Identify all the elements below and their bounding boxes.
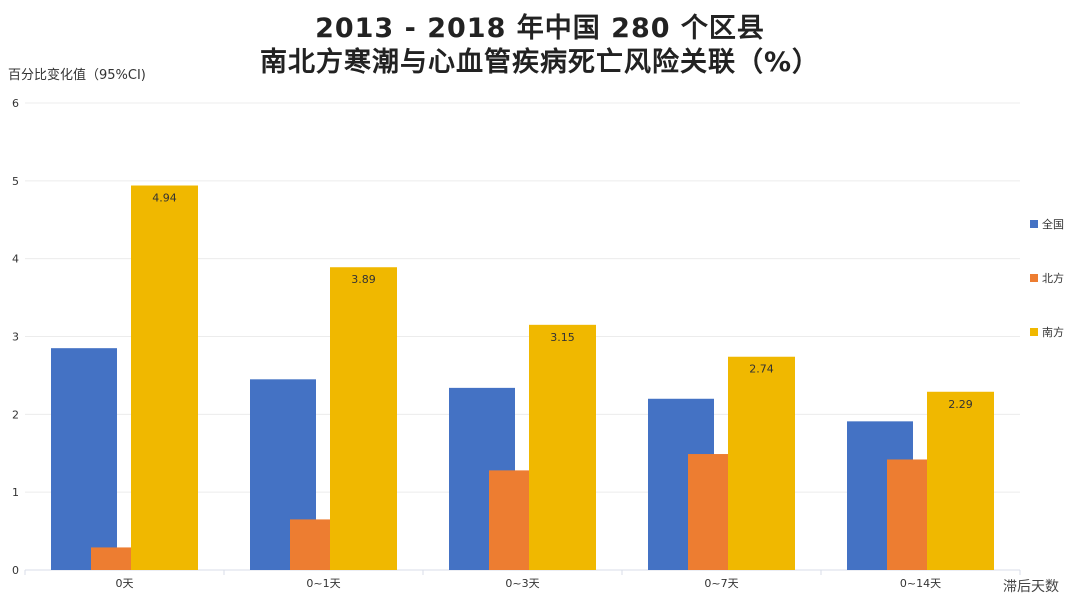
data-label: 3.89 [351,273,376,286]
y-tick-label: 4 [12,253,19,266]
data-label: 4.94 [152,192,177,205]
bar-北方-0天 [91,547,131,570]
legend-label: 南方 [1042,326,1064,339]
y-tick-label: 6 [12,97,19,110]
bar-全国-0天 [51,348,117,570]
y-tick-label: 1 [12,486,19,499]
data-label: 2.29 [948,398,973,411]
x-tick-label: 0~1天 [306,577,340,590]
bar-南方-0~1天 [330,267,397,570]
y-tick-label: 2 [12,408,19,421]
bar-北方-0~14天 [887,459,927,570]
legend-swatch [1030,274,1038,282]
y-axis-label: 百分比变化值（95%CI) [8,68,146,83]
legend-label: 北方 [1042,272,1064,285]
chart-title-line2: 南北方寒潮与心血管疾病死亡风险关联（%） [259,47,821,78]
data-label: 2.74 [749,363,774,376]
x-tick-label: 0天 [116,577,134,590]
bar-北方-0~1天 [290,519,330,570]
x-axis-label: 滞后天数 [1003,579,1059,595]
bar-南方-0~7天 [728,356,795,570]
chart-title-line1: 2013 - 2018 年中国 280 个区县 [315,13,765,44]
y-tick-label: 3 [12,331,19,344]
bar-北方-0~3天 [489,470,529,570]
bar-北方-0~7天 [688,454,728,570]
y-tick-label: 0 [12,564,19,577]
x-tick-label: 0~3天 [505,577,539,590]
x-tick-label: 0~7天 [704,577,738,590]
data-label: 3.15 [550,331,575,344]
x-tick-label: 0~14天 [900,577,941,590]
bar-南方-0天 [131,185,198,570]
legend-item-north: 北方 [1030,270,1064,286]
legend-item-south: 南方 [1030,324,1064,340]
legend-swatch [1030,220,1038,228]
bar-南方-0~3天 [529,324,596,570]
bar-南方-0~14天 [927,391,994,570]
legend-label: 全国 [1042,218,1064,231]
y-tick-label: 5 [12,175,19,188]
legend-item-national: 全国 [1030,216,1064,232]
legend-swatch [1030,328,1038,336]
